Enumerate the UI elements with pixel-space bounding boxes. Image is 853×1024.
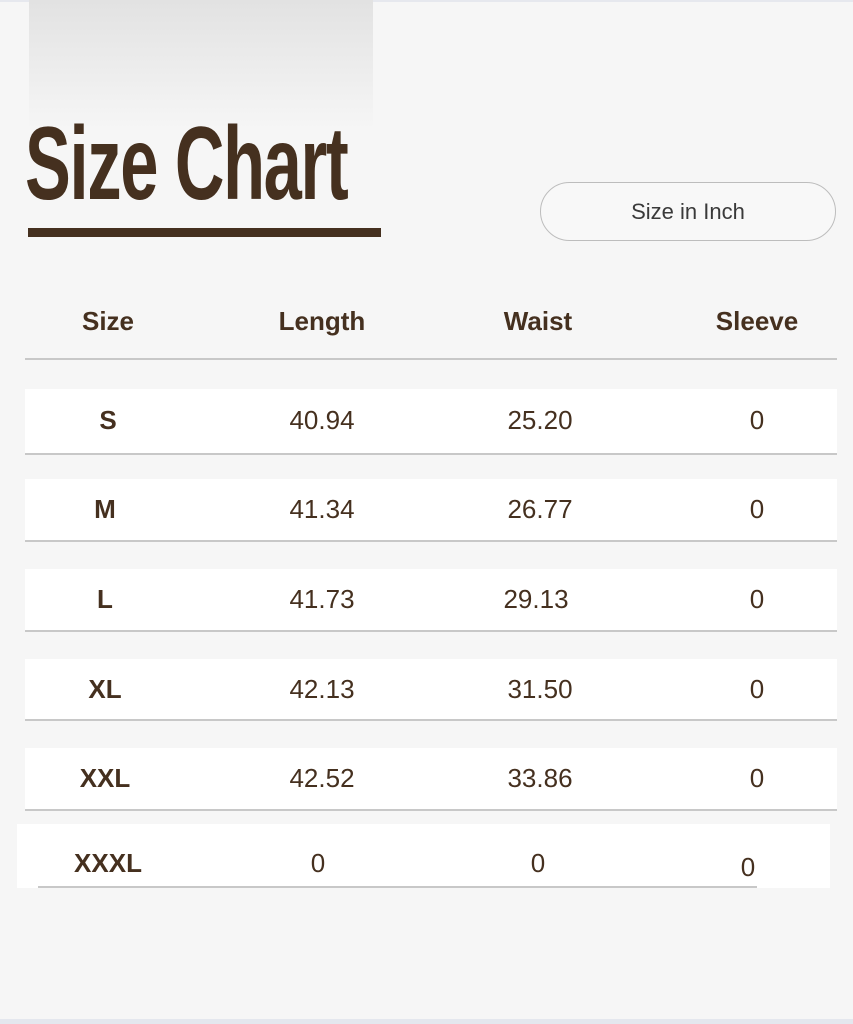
cell-waist: 0	[530, 848, 546, 878]
cell-length: 42.13	[289, 674, 355, 704]
cell-size: L	[97, 584, 113, 614]
cell-sleeve: 0	[740, 852, 756, 882]
row-divider	[25, 630, 837, 632]
page-title: Size Chart	[25, 106, 349, 222]
cell-size: M	[94, 494, 116, 524]
row-divider	[25, 719, 837, 721]
row-divider	[38, 886, 757, 888]
bottom-border	[0, 1019, 853, 1024]
cell-sleeve: 0	[749, 763, 765, 793]
cell-waist: 25.20	[507, 405, 573, 435]
top-border	[0, 0, 853, 2]
cell-waist: 29.13	[503, 584, 569, 614]
cell-length: 0	[310, 848, 326, 878]
cell-waist: 31.50	[507, 674, 573, 704]
header-gradient-panel	[29, 0, 373, 130]
cell-length: 40.94	[289, 405, 355, 435]
row-divider	[25, 453, 837, 455]
column-header-sleeve: Sleeve	[715, 306, 799, 336]
row-divider	[25, 540, 837, 542]
header-divider	[25, 358, 837, 360]
cell-waist: 33.86	[507, 763, 573, 793]
cell-size: XL	[88, 674, 122, 704]
cell-waist: 26.77	[507, 494, 573, 524]
column-header-waist: Waist	[503, 306, 573, 336]
table-row: S 40.94 25.20 0	[25, 389, 837, 455]
cell-length: 42.52	[289, 763, 355, 793]
column-header-size: Size	[81, 306, 135, 336]
cell-sleeve: 0	[749, 584, 765, 614]
cell-sleeve: 0	[749, 405, 765, 435]
size-unit-button[interactable]: Size in Inch	[540, 182, 836, 241]
cell-sleeve: 0	[749, 674, 765, 704]
column-header-length: Length	[278, 306, 366, 336]
table-row: L 41.73 29.13 0	[25, 569, 837, 632]
table-row: M 41.34 26.77 0	[25, 479, 837, 542]
cell-size: XXL	[79, 763, 131, 793]
table-row: XXL 42.52 33.86 0	[25, 748, 837, 811]
row-divider	[25, 809, 837, 811]
cell-length: 41.34	[289, 494, 355, 524]
cell-length: 41.73	[289, 584, 355, 614]
cell-size: S	[99, 405, 117, 435]
cell-sleeve: 0	[749, 494, 765, 524]
table-row: XL 42.13 31.50 0	[25, 659, 837, 721]
table-row: XXXL 0 0 0	[17, 824, 830, 888]
title-underline	[28, 228, 381, 237]
cell-size: XXXL	[74, 848, 142, 878]
